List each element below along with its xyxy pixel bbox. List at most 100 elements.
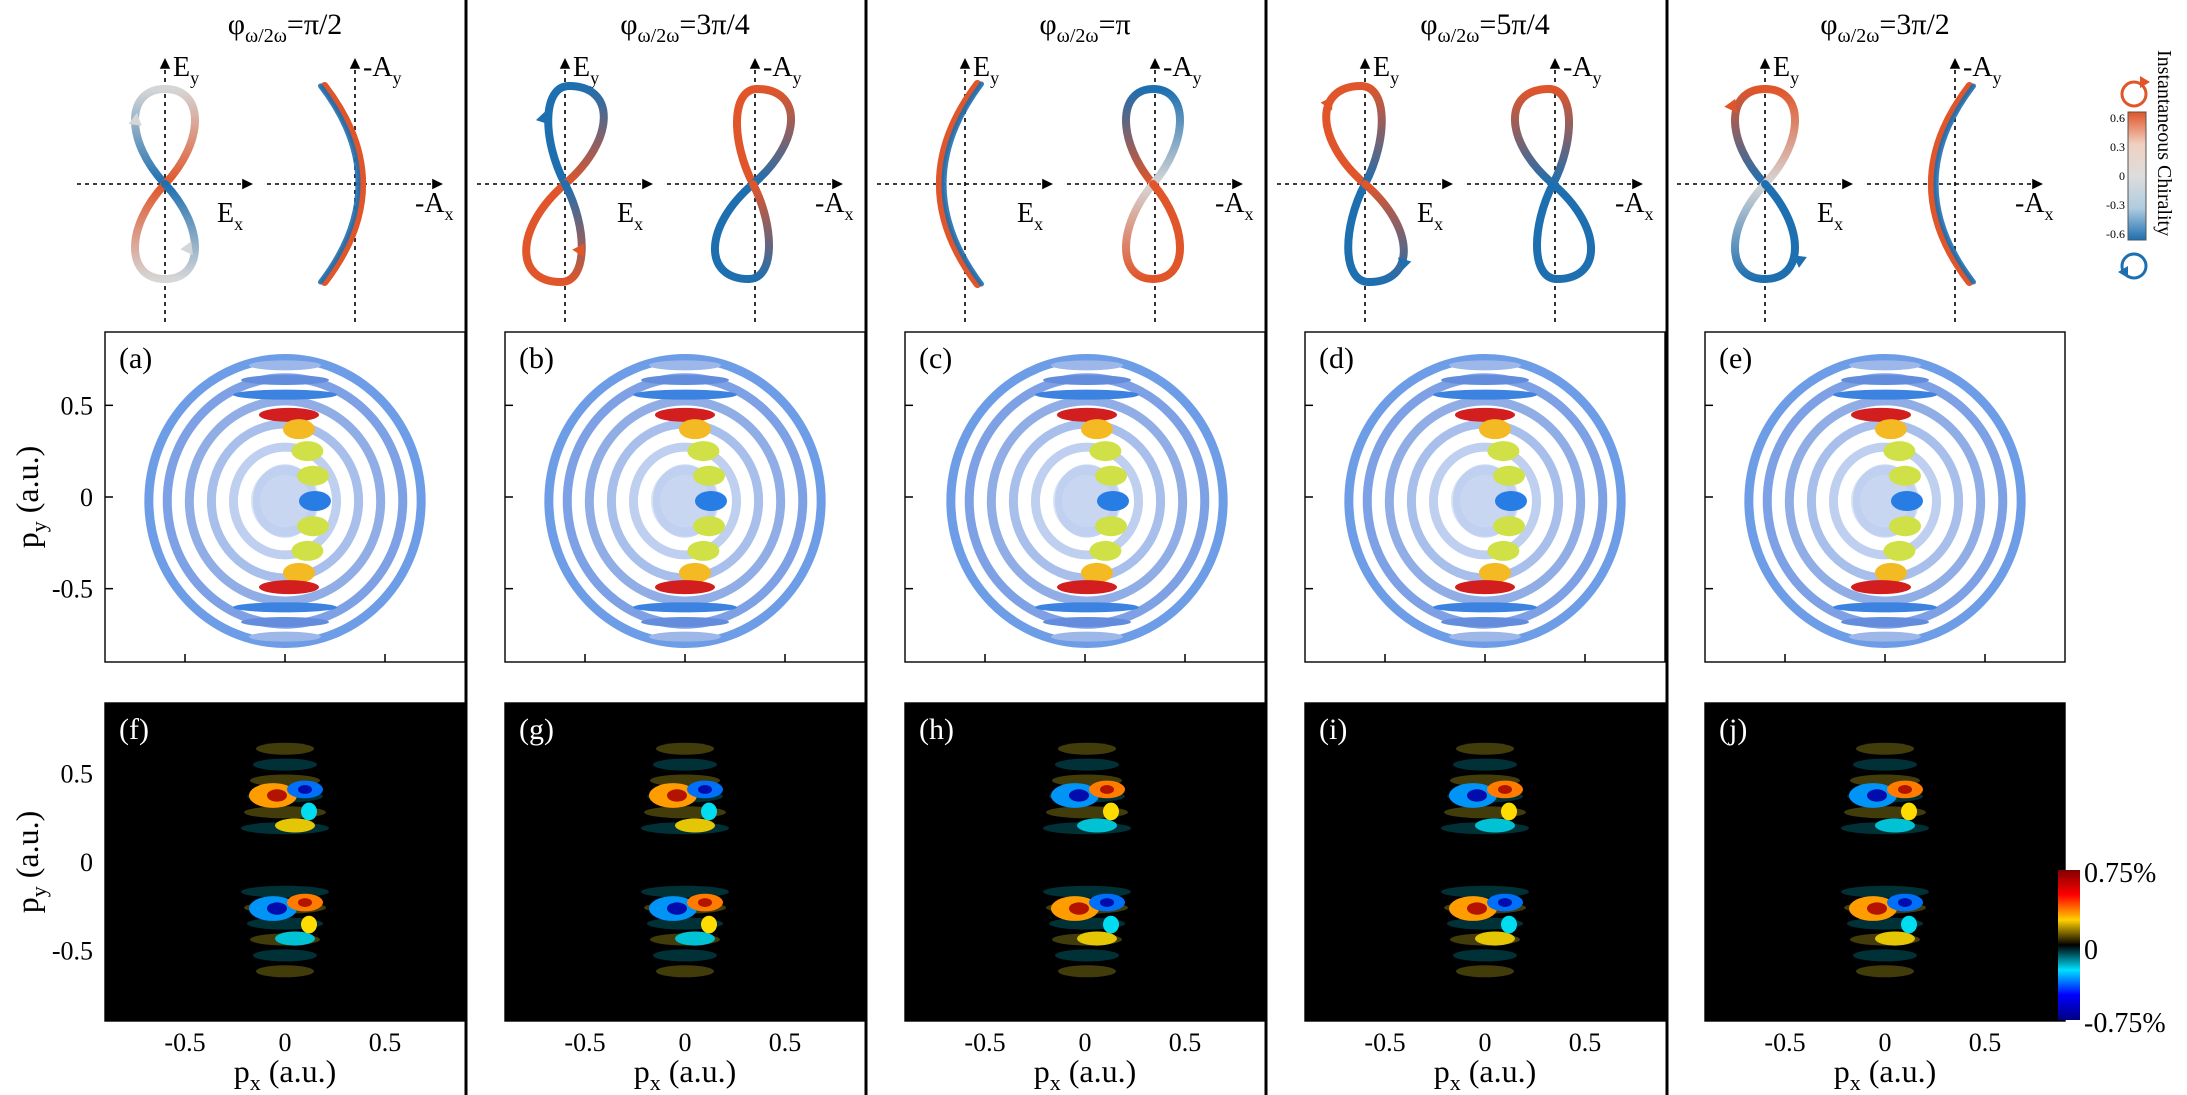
phase-subscript: ω/2ω [1838, 25, 1880, 47]
x-axis-label-main: p [234, 1053, 250, 1089]
e-field-trajectory [936, 80, 984, 288]
x-axis-label-sub: x [1850, 1070, 1861, 1095]
fringe [256, 742, 314, 755]
asymmetry-lobe [1103, 915, 1119, 934]
fringe [641, 617, 729, 627]
x-tick-label: 0.5 [1569, 1028, 1602, 1057]
asymmetry-lobe [701, 802, 717, 821]
ax-label-main: -A [1215, 188, 1245, 219]
ay-axis-head [1549, 58, 1561, 69]
intensity-spot [1874, 419, 1907, 440]
momentum-ring [1344, 354, 1626, 648]
fringe [1849, 631, 1921, 642]
y-axis-label-main: p [9, 897, 45, 913]
e-field-trajectory-arrow-top [128, 112, 142, 126]
asymmetry-colorbar-gradient [2058, 870, 2080, 1020]
momentum-ring [1384, 396, 1586, 606]
ex-label-main: E [617, 198, 634, 229]
asymmetry-core [1467, 902, 1487, 915]
asymmetry-core [267, 789, 287, 802]
ex-label-sub: x [1834, 214, 1843, 234]
intensity-spot [693, 516, 726, 537]
phase-title: φω/2ω=3π/4 [620, 8, 750, 47]
panel-label: (g) [519, 713, 554, 746]
ex-label: Ex [1817, 198, 1843, 234]
ax-label: -Ax [1615, 188, 1654, 224]
y-axis-label-sub: y [26, 886, 51, 897]
ex-label: Ex [217, 198, 243, 234]
fringe [1433, 602, 1537, 613]
fringe [641, 375, 729, 385]
x-axis-label: px (a.u.) [634, 1053, 737, 1095]
fringe [1035, 389, 1139, 400]
ey-label-main: E [1773, 52, 1790, 83]
intensity-spot [291, 441, 324, 462]
e-field-trajectory-seg [1761, 180, 1799, 283]
fringe [1833, 389, 1937, 400]
x-axis-label-sub: x [1050, 1070, 1061, 1095]
vector-potential-trajectory [1928, 82, 1976, 286]
asymmetry-lobe [1875, 931, 1915, 946]
ax-label: -Ax [1215, 188, 1254, 224]
asymmetry-panel-3: (h) [904, 702, 1266, 1022]
e-field-trajectory-arrow-bot [1793, 255, 1807, 268]
e-field-trajectory-arrow-top [535, 110, 549, 125]
phase-symbol: φ [228, 8, 245, 41]
ex-label-sub: x [634, 214, 643, 234]
x-tick-label: -0.5 [564, 1028, 605, 1057]
asymmetry-lobe [1901, 915, 1917, 934]
vector-potential-trajectory-blue [1933, 83, 1976, 285]
asymmetry-tick-label: 0.75% [2084, 858, 2156, 889]
asymmetry-lobe [1501, 915, 1517, 934]
fringe [1433, 389, 1537, 400]
fringe [1055, 758, 1119, 771]
ey-label-sub: y [590, 68, 599, 88]
asymmetry-core [1100, 898, 1114, 907]
asymmetry-core [1867, 902, 1887, 915]
vector-potential-trajectory-seg [1122, 85, 1157, 188]
x-tick-label: 0 [1879, 1028, 1892, 1057]
momentum-ring [206, 419, 364, 583]
intensity-spot [1891, 491, 1923, 511]
ex-label: Ex [1417, 198, 1443, 234]
asymmetry-lobe [1077, 931, 1117, 946]
x-axis-label-main: p [1034, 1053, 1050, 1089]
ex-axis-head [1042, 178, 1053, 190]
x-axis-label-main: p [1434, 1053, 1450, 1089]
fringe [1043, 375, 1131, 385]
momentum-ring [544, 354, 826, 648]
ey-label-main: E [573, 52, 590, 83]
e-field-trajectory-blue [941, 81, 984, 287]
central-region [253, 464, 317, 538]
fringe [1058, 965, 1116, 978]
ax-axis-head [832, 178, 843, 190]
intensity-spot [299, 491, 331, 511]
ay-label-sub: y [1993, 68, 2002, 88]
ey-label-main: E [973, 52, 990, 83]
vector-potential-trajectory-seg [733, 85, 762, 188]
asymmetry-core [1898, 898, 1912, 907]
ex-label: Ex [617, 198, 643, 234]
fringe [1441, 617, 1529, 627]
momentum-panel-4: (d) [1304, 331, 1666, 663]
fringe [256, 965, 314, 978]
vector-potential-trajectory-seg [1122, 180, 1157, 283]
intensity-spot [1097, 491, 1129, 511]
intensity-spot [1493, 465, 1526, 486]
fringe [241, 617, 329, 627]
fringe [649, 360, 721, 371]
x-tick-label: 0.5 [369, 1028, 402, 1057]
ex-axis-head [642, 178, 653, 190]
ay-label-main: -A [763, 52, 793, 83]
intensity-spot [1487, 441, 1520, 462]
chirality-tick-label: 0.3 [2110, 140, 2125, 154]
x-axis-label-unit: (a.u.) [1861, 1053, 1937, 1089]
momentum-ring [1428, 442, 1542, 560]
vector-potential-trajectory-orange [1928, 82, 1974, 286]
momentum-ring [228, 442, 342, 560]
fringe [1849, 360, 1921, 371]
ey-label-sub: y [990, 68, 999, 88]
intensity-spot [297, 465, 330, 486]
